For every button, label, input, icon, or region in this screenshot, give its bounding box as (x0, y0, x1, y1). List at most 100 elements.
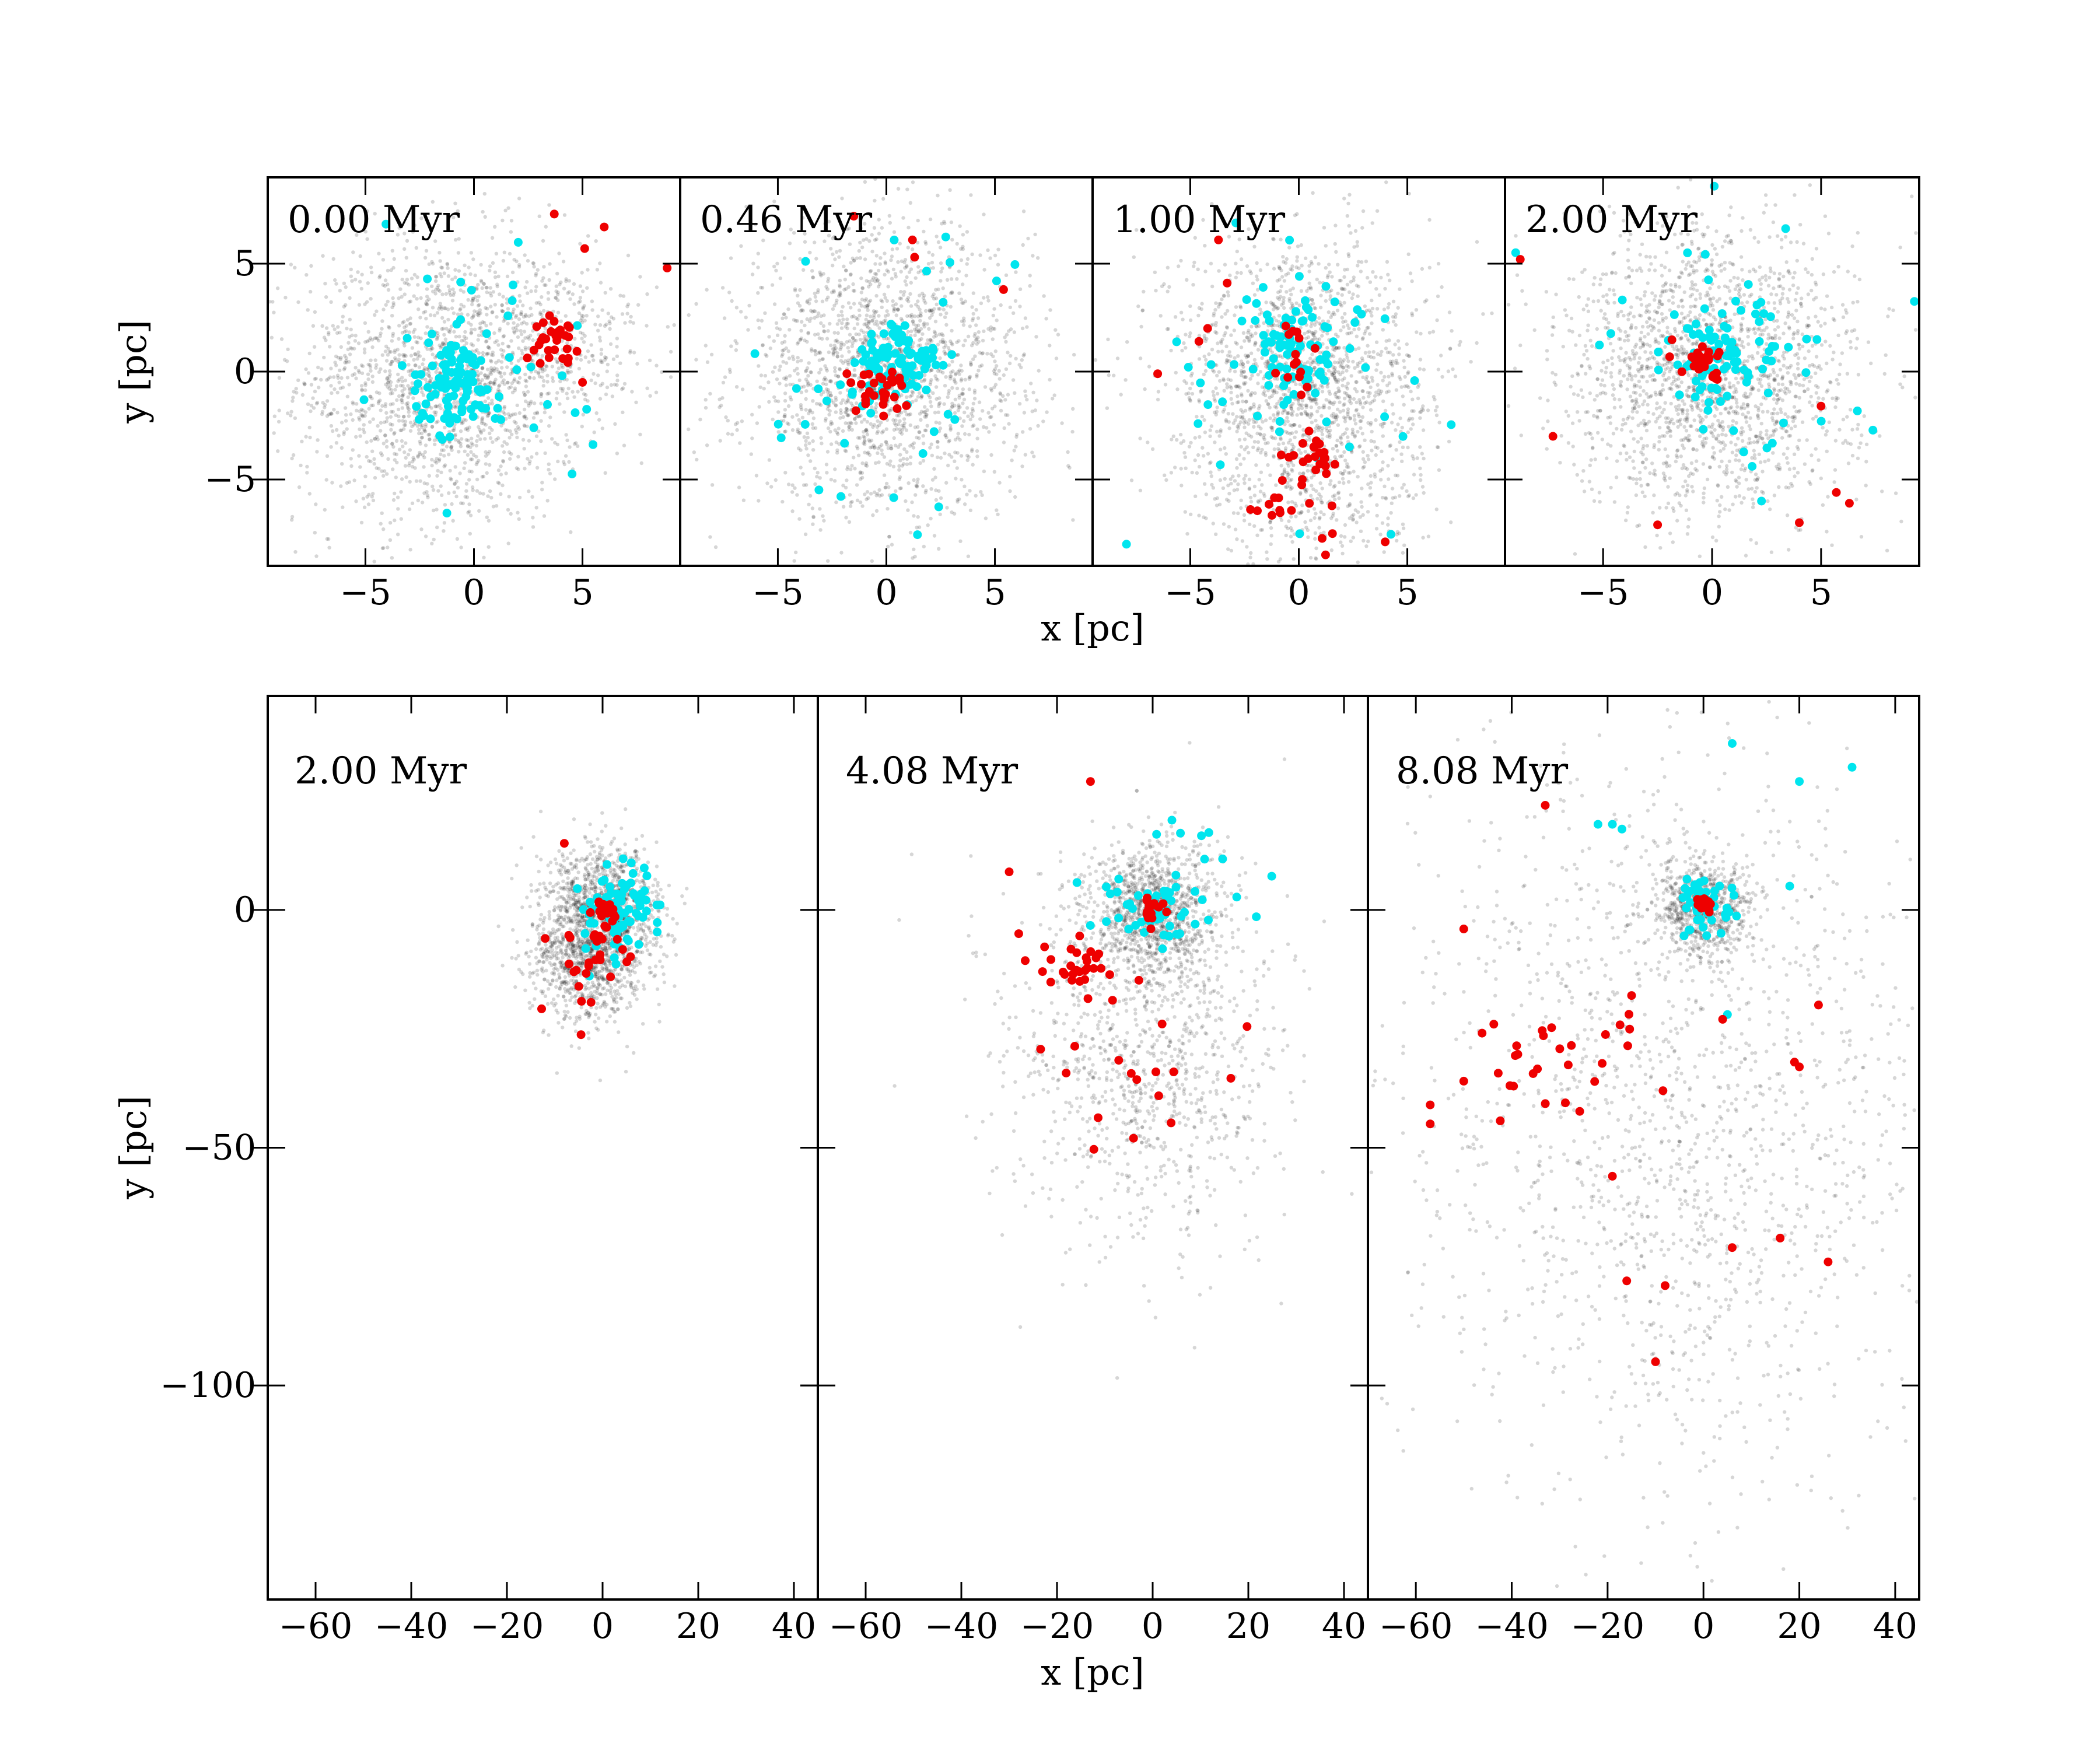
gas-point (867, 300, 871, 304)
gas-point (944, 323, 949, 327)
gas-point (1333, 377, 1338, 382)
gas-point (589, 378, 593, 383)
gas-point (445, 261, 449, 266)
gas-point (1282, 296, 1286, 300)
gas-point (1106, 337, 1110, 341)
cyan-star-point (800, 420, 810, 429)
gas-point (850, 256, 855, 261)
gas-point (371, 403, 375, 408)
gas-point (514, 326, 518, 330)
gas-point (363, 414, 367, 418)
gas-point (1025, 397, 1029, 402)
gas-point (422, 366, 427, 370)
gas-point (775, 261, 779, 265)
gas-point (911, 320, 915, 324)
gas-point (941, 340, 945, 344)
gas-point (839, 408, 843, 412)
gas-point (480, 279, 484, 284)
gas-point (425, 325, 429, 329)
gas-point (898, 296, 902, 300)
gas-point (590, 354, 594, 358)
gas-point (955, 386, 960, 391)
gas-point (1405, 384, 1409, 388)
gas-point (419, 216, 424, 220)
gas-point (527, 439, 531, 443)
gas-point (1403, 374, 1407, 379)
gas-point (823, 364, 827, 368)
gas-point (467, 509, 471, 513)
gas-point (608, 342, 613, 346)
gas-point (505, 442, 509, 446)
gas-point (406, 384, 410, 388)
gas-point (432, 410, 436, 414)
gas-point (866, 452, 870, 456)
gas-point (484, 454, 488, 458)
gas-point (859, 226, 863, 230)
gas-point (1252, 440, 1257, 444)
gas-point (517, 346, 521, 351)
gas-point (612, 383, 617, 387)
gas-point (382, 469, 387, 473)
gas-point (876, 285, 881, 289)
gas-point (502, 378, 506, 382)
gas-point (489, 368, 494, 373)
gas-point (523, 285, 527, 289)
red-star-point (563, 321, 572, 330)
gas-point (1333, 242, 1337, 246)
gas-point (858, 414, 862, 418)
gas-point (1269, 300, 1273, 304)
gas-point (1338, 357, 1342, 362)
gas-point (1321, 319, 1325, 323)
gas-point (466, 444, 470, 448)
gas-point (1345, 394, 1350, 398)
gas-point (485, 351, 489, 356)
gas-point (817, 370, 821, 375)
gas-point (881, 429, 886, 433)
gas-point (620, 387, 624, 391)
gas-point (461, 501, 465, 506)
gas-point (1185, 278, 1189, 282)
gas-point (1448, 347, 1452, 351)
gas-point (509, 413, 513, 418)
gas-point (579, 318, 583, 323)
gas-point (819, 314, 823, 318)
gas-point (565, 341, 569, 345)
gas-point (949, 277, 954, 281)
cyan-star-point (922, 346, 931, 355)
gas-point (388, 350, 393, 354)
gas-point (545, 365, 549, 369)
cyan-star-point (493, 404, 502, 413)
gas-point (977, 340, 981, 344)
red-star-point (562, 344, 572, 354)
gas-point (947, 363, 951, 368)
gas-point (362, 351, 367, 355)
cyan-star-point (589, 440, 598, 449)
gas-point (1340, 472, 1345, 476)
gas-point (898, 475, 902, 479)
gas-point (1436, 261, 1441, 266)
gas-point (1332, 368, 1336, 372)
gas-point (930, 453, 935, 457)
gas-point (1332, 375, 1336, 379)
gas-point (833, 257, 837, 261)
gas-point (1249, 499, 1254, 504)
gas-point (471, 453, 476, 457)
gas-point (1003, 335, 1007, 340)
gas-point (349, 267, 353, 272)
gas-point (387, 379, 391, 383)
gas-point (480, 366, 485, 370)
gas-point (1311, 191, 1315, 195)
gas-point (440, 307, 444, 311)
gas-point (438, 343, 442, 348)
gas-point (483, 399, 488, 404)
gas-point (923, 240, 928, 244)
gas-point (524, 416, 528, 421)
gas-point (329, 384, 333, 388)
gas-point (771, 417, 775, 422)
gas-point (328, 345, 332, 349)
gas-point (831, 307, 835, 312)
gas-point (1054, 328, 1058, 332)
gas-point (905, 395, 909, 399)
gas-point (822, 377, 826, 382)
gas-point (603, 355, 607, 359)
